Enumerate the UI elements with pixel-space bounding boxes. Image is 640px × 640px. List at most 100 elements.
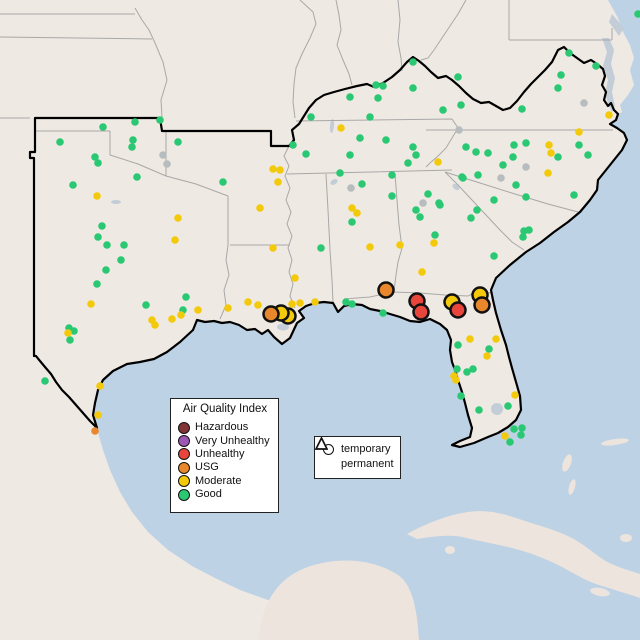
station-dot-good[interactable]: [575, 141, 583, 149]
station-dot-moderate[interactable]: [430, 239, 438, 247]
station-dot-good[interactable]: [463, 368, 471, 376]
station-dot-moderate[interactable]: [348, 204, 356, 212]
station-dot-good[interactable]: [462, 143, 470, 151]
station-dot-moderate[interactable]: [168, 315, 176, 323]
station-dot-good[interactable]: [518, 105, 526, 113]
station-dot-good[interactable]: [431, 231, 439, 239]
station-dot-good[interactable]: [219, 178, 227, 186]
station-dot-good[interactable]: [510, 425, 518, 433]
station-dot-good[interactable]: [131, 118, 139, 126]
station-dot-good[interactable]: [372, 81, 380, 89]
station-dot-good[interactable]: [424, 190, 432, 198]
station-dot-good[interactable]: [506, 438, 514, 446]
station-dot-moderate[interactable]: [256, 204, 264, 212]
station-dot-moderate[interactable]: [269, 244, 277, 252]
station-dot-good[interactable]: [475, 406, 483, 414]
station-dot-good[interactable]: [156, 116, 164, 124]
station-dot-good[interactable]: [584, 151, 592, 159]
station-dot-moderate[interactable]: [291, 274, 299, 282]
station-dot-good[interactable]: [374, 94, 382, 102]
station-dot-moderate[interactable]: [96, 382, 104, 390]
station-dot-good[interactable]: [358, 180, 366, 188]
station-dot-good[interactable]: [473, 206, 481, 214]
station-dot-good[interactable]: [554, 84, 562, 92]
station-dot-good[interactable]: [94, 159, 102, 167]
station-dot-usg[interactable]: [377, 281, 395, 299]
station-dot-good[interactable]: [459, 174, 467, 182]
station-dot-unhealthy[interactable]: [449, 301, 467, 319]
station-dot-good[interactable]: [382, 136, 390, 144]
station-dot-usg[interactable]: [262, 305, 280, 323]
station-dot-good[interactable]: [409, 58, 417, 66]
station-dot-good[interactable]: [453, 365, 461, 373]
station-dot-moderate[interactable]: [434, 158, 442, 166]
station-dot-moderate[interactable]: [545, 141, 553, 149]
station-dot-usg[interactable]: [473, 296, 491, 314]
station-dot-moderate[interactable]: [337, 124, 345, 132]
station-dot-good[interactable]: [469, 365, 477, 373]
station-dot-good[interactable]: [467, 214, 475, 222]
station-dot-good[interactable]: [388, 192, 396, 200]
station-dot-moderate[interactable]: [311, 298, 319, 306]
station-dot-moderate[interactable]: [605, 111, 613, 119]
station-dot-good[interactable]: [557, 71, 565, 79]
station-dot-good[interactable]: [346, 151, 354, 159]
station-dot-moderate[interactable]: [466, 335, 474, 343]
station-dot-good[interactable]: [554, 153, 562, 161]
station-dot-good[interactable]: [129, 136, 137, 144]
station-dot-good[interactable]: [490, 196, 498, 204]
station-dot-good[interactable]: [302, 150, 310, 158]
station-dot-moderate[interactable]: [171, 236, 179, 244]
station-dot-moderate[interactable]: [452, 376, 460, 384]
station-dot-good[interactable]: [485, 345, 493, 353]
station-dot-inactive[interactable]: [580, 99, 588, 107]
station-dot-good[interactable]: [474, 171, 482, 179]
station-dot-moderate[interactable]: [244, 298, 252, 306]
station-dot-good[interactable]: [522, 193, 530, 201]
station-dot-good[interactable]: [91, 153, 99, 161]
station-dot-good[interactable]: [93, 280, 101, 288]
station-dot-good[interactable]: [509, 153, 517, 161]
station-dot-good[interactable]: [103, 241, 111, 249]
station-dot-good[interactable]: [565, 49, 573, 57]
station-dot-usg[interactable]: [91, 427, 99, 435]
station-dot-good[interactable]: [439, 106, 447, 114]
station-dot-moderate[interactable]: [511, 391, 519, 399]
station-dot-moderate[interactable]: [64, 329, 72, 337]
station-dot-good[interactable]: [454, 73, 462, 81]
station-dot-moderate[interactable]: [544, 169, 552, 177]
station-dot-moderate[interactable]: [288, 300, 296, 308]
station-dot-inactive[interactable]: [347, 184, 355, 192]
station-dot-good[interactable]: [99, 123, 107, 131]
station-dot-good[interactable]: [174, 138, 182, 146]
station-dot-good[interactable]: [379, 82, 387, 90]
station-dot-moderate[interactable]: [254, 301, 262, 309]
station-dot-good[interactable]: [117, 256, 125, 264]
station-dot-good[interactable]: [510, 141, 518, 149]
station-dot-good[interactable]: [472, 148, 480, 156]
station-dot-good[interactable]: [69, 181, 77, 189]
station-dot-good[interactable]: [409, 84, 417, 92]
station-dot-moderate[interactable]: [366, 243, 374, 251]
station-dot-good[interactable]: [348, 218, 356, 226]
station-dot-inactive[interactable]: [497, 174, 505, 182]
station-dot-moderate[interactable]: [575, 128, 583, 136]
station-dot-good[interactable]: [504, 402, 512, 410]
station-dot-good[interactable]: [519, 233, 527, 241]
station-dot-good[interactable]: [454, 341, 462, 349]
station-dot-moderate[interactable]: [276, 166, 284, 174]
station-dot-good[interactable]: [457, 101, 465, 109]
station-dot-good[interactable]: [66, 336, 74, 344]
station-dot-moderate[interactable]: [296, 299, 304, 307]
station-dot-good[interactable]: [412, 151, 420, 159]
station-dot-good[interactable]: [570, 191, 578, 199]
station-dot-moderate[interactable]: [93, 192, 101, 200]
station-dot-moderate[interactable]: [269, 165, 277, 173]
station-dot-good[interactable]: [457, 392, 465, 400]
station-dot-inactive[interactable]: [159, 151, 167, 159]
station-dot-good[interactable]: [592, 62, 600, 70]
station-dot-good[interactable]: [416, 213, 424, 221]
station-dot-moderate[interactable]: [151, 321, 159, 329]
station-dot-good[interactable]: [336, 169, 344, 177]
